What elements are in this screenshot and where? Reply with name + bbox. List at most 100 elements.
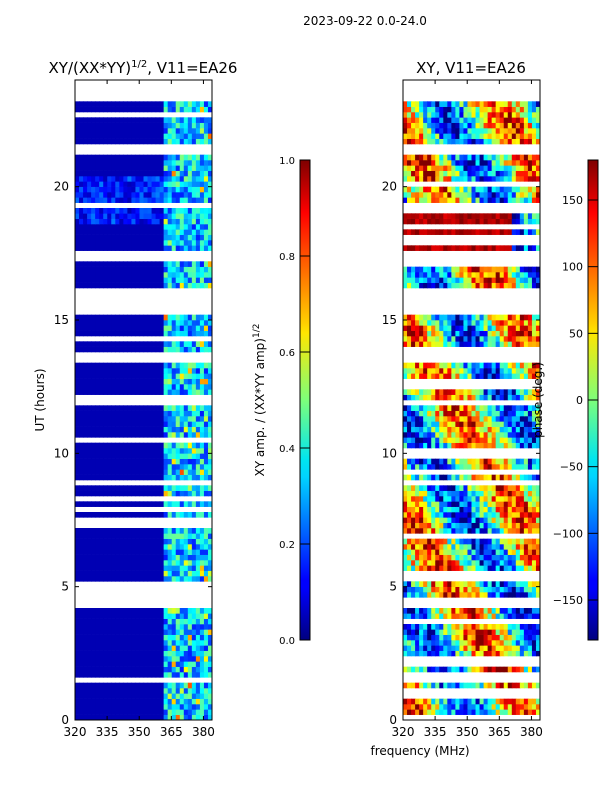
heatmap-cell — [135, 704, 141, 710]
heatmap-cell — [447, 554, 452, 561]
heatmap-cell — [447, 586, 452, 593]
heatmap-cell — [467, 709, 473, 715]
heatmap-cell — [179, 234, 185, 241]
heatmap-cell — [123, 464, 128, 470]
heatmap-cell — [463, 394, 469, 401]
heatmap-cell — [187, 405, 193, 411]
heatmap-cell — [143, 378, 149, 385]
heatmap-cell — [415, 528, 420, 534]
heatmap-cell — [199, 698, 205, 705]
heatmap-cell — [183, 282, 189, 289]
heatmap-cell — [415, 581, 420, 587]
heatmap-cell — [527, 336, 533, 342]
heatmap-cell — [403, 517, 408, 523]
heatmap-cell — [115, 266, 120, 273]
heatmap-cell — [435, 586, 440, 593]
heatmap-cell — [199, 106, 205, 113]
heatmap-cell — [527, 666, 533, 673]
heatmap-cell — [135, 314, 141, 321]
heatmap-cell — [463, 592, 469, 598]
heatmap-cell — [503, 416, 509, 422]
heatmap-cell — [91, 261, 96, 267]
heatmap-cell — [175, 501, 181, 507]
heatmap-cell — [495, 704, 501, 710]
heatmap-cell — [119, 320, 124, 326]
heatmap-cell — [167, 261, 173, 267]
heatmap-cell — [535, 522, 540, 529]
heatmap-cell — [83, 645, 88, 651]
heatmap-cell — [451, 266, 456, 273]
heatmap-cell — [459, 432, 465, 438]
heatmap-cell — [195, 576, 201, 582]
heatmap-cell — [519, 704, 525, 710]
heatmap-cell — [427, 272, 432, 278]
heatmap-cell — [139, 160, 145, 166]
heatmap-cell — [495, 458, 501, 465]
heatmap-cell — [423, 586, 428, 593]
heatmap-cell — [151, 128, 157, 134]
heatmap-cell — [143, 128, 149, 134]
heatmap-cell — [179, 170, 185, 177]
heatmap-cell — [191, 464, 197, 470]
heatmap-cell — [143, 538, 149, 545]
heatmap-cell — [179, 320, 185, 326]
heatmap-cell — [487, 506, 493, 513]
heatmap-cell — [91, 362, 96, 369]
heatmap-cell — [143, 181, 149, 187]
heatmap-cell — [107, 565, 112, 571]
heatmap-cell — [179, 629, 185, 635]
heatmap-cell — [499, 277, 505, 283]
heatmap-cell — [431, 538, 436, 545]
heatmap-cell — [151, 656, 157, 662]
heatmap-cell — [515, 517, 521, 523]
heatmap-cell — [151, 272, 157, 278]
heatmap-cell — [79, 133, 84, 139]
heatmap-cell — [123, 405, 128, 411]
heatmap-cell — [123, 528, 128, 534]
heatmap-cell — [79, 570, 84, 577]
heatmap-cell — [411, 458, 416, 465]
heatmap-cell — [139, 320, 145, 326]
heatmap-cell — [451, 613, 456, 619]
heatmap-cell — [127, 138, 133, 145]
heatmap-cell — [203, 405, 209, 411]
heatmap-cell — [119, 453, 124, 459]
heatmap-cell — [155, 634, 161, 641]
heatmap-cell — [151, 218, 157, 225]
heatmap-cell — [155, 501, 161, 507]
heatmap-cell — [143, 368, 149, 374]
heatmap-cell — [427, 341, 432, 347]
heatmap-cell — [483, 645, 489, 651]
heatmap-cell — [91, 464, 96, 470]
heatmap-cell — [103, 261, 108, 267]
heatmap-cell — [87, 378, 92, 385]
heatmap-cell — [499, 464, 505, 470]
heatmap-cell — [167, 213, 173, 219]
heatmap-cell — [163, 245, 169, 251]
heatmap-cell — [155, 544, 161, 550]
heatmap-cell — [479, 325, 485, 331]
heatmap-cell — [491, 496, 497, 502]
heatmap-cell — [87, 234, 92, 241]
heatmap-cell — [87, 453, 92, 459]
heatmap-cell — [411, 554, 416, 561]
heatmap-cell — [75, 405, 80, 411]
heatmap-cell — [155, 138, 161, 145]
heatmap-cell — [115, 325, 120, 331]
heatmap-cell — [131, 133, 137, 139]
heatmap-cell — [135, 117, 141, 123]
heatmap-cell — [451, 517, 456, 523]
heatmap-cell — [203, 650, 209, 657]
heatmap-cell — [163, 640, 169, 646]
heatmap-cell — [471, 282, 477, 289]
heatmap-cell — [443, 624, 448, 630]
heatmap-cell — [199, 560, 205, 566]
heatmap-cell — [143, 714, 149, 720]
heatmap-cell — [155, 341, 161, 347]
heatmap-cell — [403, 373, 408, 379]
heatmap-cell — [111, 277, 116, 283]
heatmap-cell — [483, 624, 489, 630]
heatmap-cell — [127, 405, 133, 411]
heatmap-cell — [167, 458, 173, 465]
heatmap-cell — [159, 170, 165, 177]
